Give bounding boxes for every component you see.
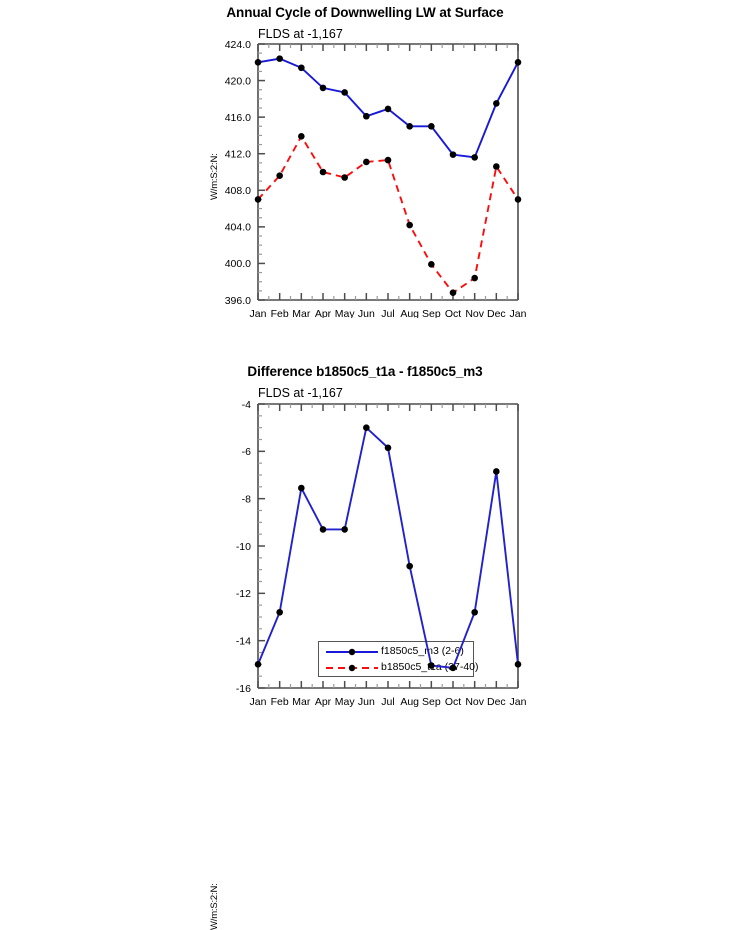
svg-text:Sep: Sep [422,696,441,708]
legend-item-f1850c5-m3[interactable]: f1850c5_m3 (2-6) [319,644,475,660]
svg-text:-6: -6 [242,446,251,458]
svg-text:Apr: Apr [315,696,332,708]
svg-text:Jan: Jan [510,696,527,708]
top-chart-plot-area: 396.0 400.0 404.0 408.0 412.0 416.0 420.0 424.0… [225,39,527,318]
svg-text:May: May [335,696,356,708]
legend-line-sample-red [326,664,378,672]
svg-text:412.0: 412.0 [225,149,251,161]
svg-text:Nov: Nov [465,696,484,708]
svg-text:416.0: 416.0 [225,112,251,124]
bottom-chart-panel: Difference b1850c5_t1a - f1850c5_m3 FLDS… [0,360,730,930]
svg-text:-14: -14 [236,635,251,647]
bottom-chart-title: Difference b1850c5_t1a - f1850c5_m3 [247,364,483,379]
svg-text:Jan: Jan [250,696,267,708]
svg-text:404.0: 404.0 [225,222,251,234]
svg-text:Sep: Sep [422,308,441,318]
svg-text:-8: -8 [242,493,251,505]
svg-text:-10: -10 [236,541,251,553]
svg-text:Apr: Apr [315,308,332,318]
svg-text:-4: -4 [242,399,251,411]
legend-line-sample-blue [326,648,378,656]
bottom-chart-y-axis-label: W/m:S:2:N: [209,883,220,930]
svg-text:Mar: Mar [292,308,311,318]
legend-label-0: f1850c5_m3 (2-6) [381,645,464,657]
svg-text:Jan: Jan [250,308,267,318]
svg-text:Nov: Nov [465,308,484,318]
svg-text:Mar: Mar [292,696,311,708]
svg-text:Jan: Jan [510,308,527,318]
svg-text:Jun: Jun [358,696,375,708]
svg-text:396.0: 396.0 [225,295,251,307]
svg-text:Oct: Oct [445,696,461,708]
svg-text:Feb: Feb [271,308,289,318]
svg-text:Dec: Dec [487,308,506,318]
top-chart-subtitle: FLDS at -1,167 [258,27,343,41]
bottom-chart-plot-area: -16 -14 -12 -10 -8 -6 -4 Jan Feb Mar Apr May Jun Jul A… [236,399,527,708]
top-chart-panel: Annual Cycle of Downwelling LW at Surfac… [0,0,730,318]
svg-text:-12: -12 [236,588,251,600]
svg-text:Aug: Aug [400,308,419,318]
svg-text:Oct: Oct [445,308,461,318]
legend-panel: f1850c5_m3 (2-6) b1850c5_t1a (37-40) [0,318,730,677]
bottom-chart-subtitle: FLDS at -1,167 [258,386,343,400]
svg-text:Aug: Aug [400,696,419,708]
svg-text:Dec: Dec [487,696,506,708]
svg-text:Jul: Jul [381,696,394,708]
svg-text:-16: -16 [236,683,251,695]
svg-text:Feb: Feb [271,696,289,708]
svg-text:424.0: 424.0 [225,39,251,51]
svg-text:400.0: 400.0 [225,258,251,270]
svg-text:Jul: Jul [381,308,394,318]
svg-text:420.0: 420.0 [225,75,251,87]
svg-text:May: May [335,308,356,318]
svg-text:Jun: Jun [358,308,375,318]
svg-text:408.0: 408.0 [225,185,251,197]
top-chart-title: Annual Cycle of Downwelling LW at Surfac… [226,5,504,20]
